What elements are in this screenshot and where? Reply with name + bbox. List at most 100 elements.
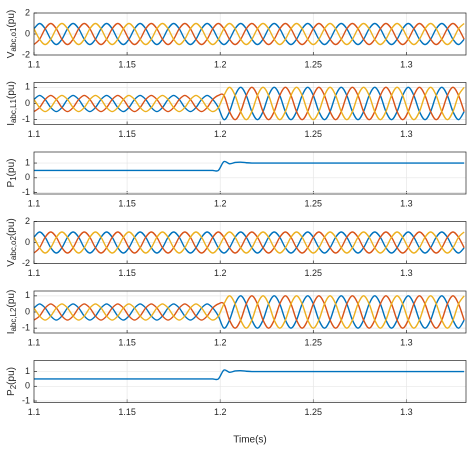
x-tick-label: 1.1 <box>28 337 41 347</box>
x-tick-label: 1.25 <box>305 198 323 208</box>
axes-box <box>33 290 467 334</box>
x-tick-label: 1.3 <box>400 198 413 208</box>
data-line <box>34 86 465 121</box>
x-tick-label: 1.1 <box>28 198 41 208</box>
y-label-sub: 1 <box>9 176 18 181</box>
x-tick-label: 1.2 <box>214 198 227 208</box>
y-tick-label: -2 <box>22 258 30 268</box>
subplot: 1.1 1.15 1.2 1.25 1.3 -1 0 1 P2(pu) Time(s) <box>6 360 467 446</box>
y-label-unit: (pu) <box>6 159 17 177</box>
y-label-sub: abc,L2 <box>9 307 18 332</box>
x-tick-label: 1.25 <box>305 407 323 417</box>
y-tick-label: -1 <box>22 323 30 333</box>
axes-box <box>33 360 467 403</box>
x-axis-label: Time(s) <box>233 435 267 446</box>
axes-box <box>33 151 467 195</box>
data-line <box>34 295 465 329</box>
y-tick-label: 2 <box>25 216 30 226</box>
y-tick-label: 0 <box>25 172 30 182</box>
x-tick-label: 1.1 <box>28 268 41 278</box>
y-tick-label: 1 <box>25 82 30 92</box>
y-axis-label: Iabc,L1(pu) <box>6 81 18 126</box>
y-label-main: V <box>6 51 17 58</box>
y-tick-label: 0 <box>25 381 30 391</box>
y-axis-label: P1(pu) <box>6 159 18 188</box>
x-tick-label: 1.15 <box>118 268 136 278</box>
y-label-unit: (pu) <box>6 367 17 385</box>
x-tick-label: 1.2 <box>214 59 227 69</box>
x-tick-label: 1.3 <box>400 337 413 347</box>
y-tick-label: 0 <box>25 28 30 38</box>
y-label-sub: abc,L1 <box>9 98 18 123</box>
x-tick-label: 1.3 <box>400 407 413 417</box>
y-axis-label: Iabc,L2(pu) <box>6 290 18 335</box>
y-label-sub: abc,o1 <box>9 27 18 52</box>
data-line <box>34 22 465 46</box>
y-axis-label: Vabc,o1(pu) <box>6 10 18 59</box>
data-line <box>34 86 465 121</box>
x-tick-label: 1.1 <box>28 59 41 69</box>
x-tick-label: 1.15 <box>118 129 136 139</box>
x-tick-label: 1.3 <box>400 59 413 69</box>
data-line <box>34 22 465 46</box>
x-tick-label: 1.2 <box>214 268 227 278</box>
y-label-unit: (pu) <box>6 10 17 28</box>
y-label-main: P <box>6 389 17 396</box>
y-tick-label: 2 <box>25 7 30 17</box>
plot-area <box>34 360 466 403</box>
data-line <box>34 231 465 254</box>
x-tick-label: 1.1 <box>28 129 41 139</box>
subplot: 1.1 1.15 1.2 1.25 1.3 -2 0 2 Vabc,o1(pu) <box>6 7 467 69</box>
plot-area <box>34 152 466 194</box>
x-tick-label: 1.25 <box>305 129 323 139</box>
x-tick-label: 1.15 <box>118 59 136 69</box>
y-label-unit: (pu) <box>6 81 17 99</box>
data-line <box>34 369 465 381</box>
data-line <box>34 160 465 172</box>
axes-box <box>33 82 467 125</box>
x-tick-label: 1.3 <box>400 268 413 278</box>
data-line <box>34 295 465 329</box>
y-tick-label: -1 <box>22 187 30 197</box>
y-axis-label: Vabc,o2(pu) <box>6 218 18 267</box>
y-label-unit: (pu) <box>6 290 17 308</box>
x-tick-label: 1.15 <box>118 337 136 347</box>
x-tick-label: 1.25 <box>305 268 323 278</box>
y-tick-label: -1 <box>22 395 30 405</box>
y-label-sub: abc,o2 <box>9 236 18 261</box>
data-line <box>34 231 465 254</box>
y-label-main: V <box>6 260 17 267</box>
y-tick-label: 1 <box>25 290 30 300</box>
x-tick-label: 1.15 <box>118 407 136 417</box>
x-tick-label: 1.25 <box>305 59 323 69</box>
data-line <box>34 22 465 46</box>
data-line <box>34 231 465 254</box>
subplot: 1.1 1.15 1.2 1.25 1.3 -1 0 1 Iabc,L1(pu) <box>6 81 467 139</box>
y-label-main: I <box>6 123 17 126</box>
axes-box <box>33 12 467 56</box>
y-tick-label: 1 <box>25 366 30 376</box>
x-tick-label: 1.15 <box>118 198 136 208</box>
x-tick-label: 1.25 <box>305 337 323 347</box>
x-tick-label: 1.2 <box>214 337 227 347</box>
y-label-main: I <box>6 332 17 335</box>
x-tick-label: 1.2 <box>214 129 227 139</box>
y-tick-label: -1 <box>22 114 30 124</box>
axes-box <box>33 221 467 264</box>
y-axis-label: P2(pu) <box>6 367 18 396</box>
y-tick-label: 1 <box>25 157 30 167</box>
x-tick-label: 1.2 <box>214 407 227 417</box>
y-tick-label: 0 <box>25 237 30 247</box>
subplot: 1.1 1.15 1.2 1.25 1.3 -1 0 1 Iabc,L2(pu) <box>6 290 467 347</box>
y-label-sub: 2 <box>9 384 18 389</box>
y-label-unit: (pu) <box>6 218 17 236</box>
y-tick-label: 0 <box>25 98 30 108</box>
y-tick-label: 0 <box>25 306 30 316</box>
y-tick-label: -2 <box>22 49 30 59</box>
x-tick-label: 1.1 <box>28 407 41 417</box>
x-tick-label: 1.3 <box>400 129 413 139</box>
y-label-main: P <box>6 180 17 187</box>
subplot: 1.1 1.15 1.2 1.25 1.3 -2 0 2 Vabc,o2(pu) <box>6 216 467 278</box>
